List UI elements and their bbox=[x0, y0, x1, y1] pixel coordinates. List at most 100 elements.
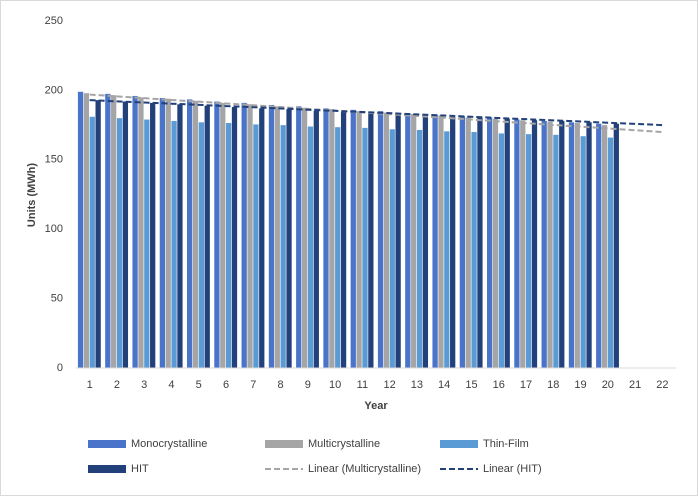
legend-label: Linear (HIT) bbox=[483, 463, 542, 475]
y-axis-title: Units (MWh) bbox=[26, 163, 38, 227]
bar bbox=[165, 98, 171, 368]
bar bbox=[159, 98, 165, 368]
x-tick-label: 8 bbox=[277, 379, 283, 391]
bar bbox=[422, 115, 429, 368]
bar bbox=[132, 95, 138, 369]
bar bbox=[259, 108, 265, 368]
bar bbox=[226, 123, 232, 368]
bar bbox=[405, 113, 411, 368]
y-tick-label: 100 bbox=[45, 223, 63, 235]
x-tick-label: 6 bbox=[223, 379, 229, 391]
bar bbox=[526, 134, 532, 368]
bar bbox=[613, 123, 619, 368]
bar bbox=[568, 122, 575, 368]
bar bbox=[492, 118, 499, 368]
bar bbox=[586, 122, 592, 368]
legend-label: Multicrystalline bbox=[308, 438, 380, 450]
bar bbox=[231, 107, 238, 368]
y-tick-label: 200 bbox=[45, 84, 63, 96]
bar bbox=[329, 109, 335, 368]
bar bbox=[471, 132, 477, 368]
bar bbox=[541, 120, 547, 368]
bar bbox=[138, 97, 144, 368]
bar bbox=[83, 93, 90, 369]
bar bbox=[214, 101, 220, 368]
bar bbox=[171, 120, 177, 368]
bar bbox=[580, 136, 586, 368]
bar bbox=[450, 116, 456, 368]
x-tick-label: 16 bbox=[493, 379, 505, 391]
bar bbox=[286, 109, 292, 368]
bar bbox=[459, 116, 465, 368]
bar bbox=[362, 127, 368, 368]
bar bbox=[122, 101, 129, 368]
bar bbox=[280, 125, 286, 368]
bar bbox=[465, 117, 471, 368]
x-tick-label: 4 bbox=[168, 379, 174, 391]
x-tick-label: 3 bbox=[141, 379, 147, 391]
x-tick-label: 5 bbox=[196, 379, 202, 391]
x-tick-label: 22 bbox=[656, 379, 668, 391]
x-tick-label: 14 bbox=[438, 379, 450, 391]
bar bbox=[395, 113, 401, 368]
bar bbox=[377, 111, 384, 368]
y-tick-label: 250 bbox=[45, 15, 63, 27]
bar bbox=[220, 102, 226, 368]
bar bbox=[416, 129, 423, 368]
bar bbox=[596, 123, 602, 368]
bar bbox=[383, 112, 390, 368]
bar bbox=[77, 91, 84, 369]
bar bbox=[198, 122, 204, 368]
bar bbox=[487, 117, 493, 368]
x-axis-title: Year bbox=[364, 400, 388, 412]
bar bbox=[105, 93, 111, 369]
bar bbox=[444, 131, 450, 368]
legend-label: HIT bbox=[131, 463, 149, 475]
bar bbox=[268, 104, 275, 368]
legend-swatch bbox=[265, 440, 303, 448]
legend-swatch bbox=[440, 440, 478, 448]
bar bbox=[504, 118, 510, 368]
legend-label: Monocrystalline bbox=[131, 438, 207, 450]
bar bbox=[432, 114, 438, 368]
bar bbox=[411, 113, 417, 368]
bar bbox=[553, 134, 559, 368]
bar bbox=[150, 102, 156, 368]
bar bbox=[335, 127, 341, 368]
trend-line bbox=[89, 93, 663, 134]
x-tick-label: 18 bbox=[547, 379, 559, 391]
x-tick-label: 17 bbox=[520, 379, 532, 391]
y-tick-label: 0 bbox=[57, 362, 63, 374]
bar bbox=[601, 125, 608, 368]
x-tick-label: 2 bbox=[114, 379, 120, 391]
bar bbox=[192, 100, 199, 368]
legend-swatch bbox=[88, 465, 126, 473]
x-tick-label: 21 bbox=[629, 379, 641, 391]
bar bbox=[116, 118, 123, 368]
bar bbox=[177, 104, 183, 368]
bar bbox=[144, 119, 150, 368]
bar bbox=[296, 106, 302, 368]
x-tick-label: 13 bbox=[411, 379, 423, 391]
x-tick-label: 15 bbox=[465, 379, 477, 391]
y-tick-label: 150 bbox=[45, 154, 63, 166]
bar bbox=[247, 104, 253, 368]
legend-swatch bbox=[88, 440, 126, 448]
x-tick-label: 19 bbox=[574, 379, 586, 391]
x-tick-label: 1 bbox=[87, 379, 93, 391]
bar bbox=[241, 102, 247, 368]
bar bbox=[95, 100, 101, 368]
bar bbox=[607, 137, 614, 368]
bar bbox=[514, 119, 520, 368]
bar bbox=[520, 120, 526, 368]
bar bbox=[313, 110, 319, 368]
bar bbox=[340, 111, 347, 368]
bar bbox=[350, 109, 356, 368]
bar bbox=[111, 95, 117, 369]
x-tick-label: 7 bbox=[250, 379, 256, 391]
bar bbox=[477, 117, 483, 368]
bar bbox=[356, 111, 362, 368]
bar bbox=[559, 120, 565, 368]
